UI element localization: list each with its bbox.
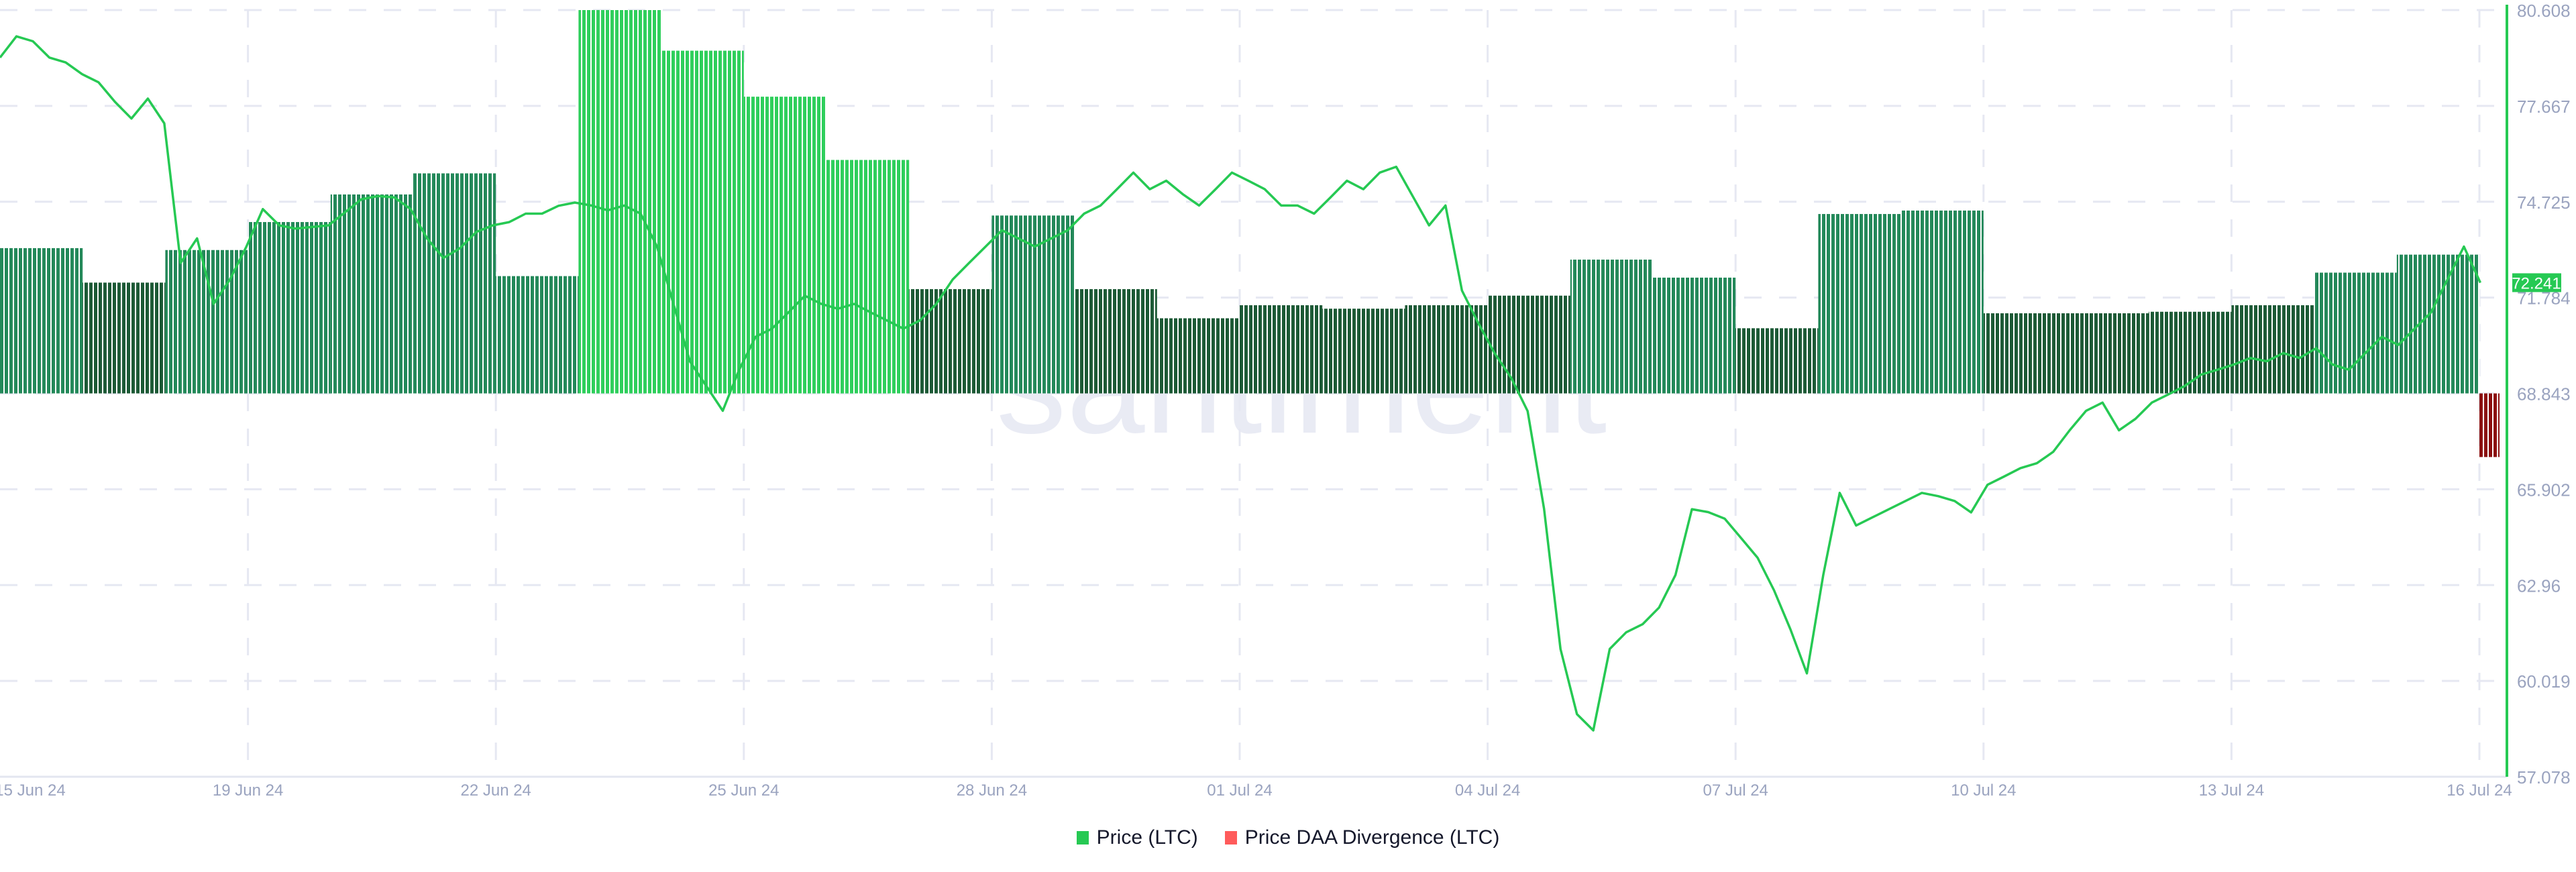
divergence-bar bbox=[2479, 393, 2500, 457]
legend-item-divergence[interactable]: Price DAA Divergence (LTC) bbox=[1224, 826, 1500, 849]
divergence-bar bbox=[1322, 309, 1405, 394]
y-tick-label: 68.843 bbox=[2517, 384, 2571, 404]
x-tick-label: 15 Jun 24 bbox=[0, 781, 66, 800]
grid bbox=[0, 9, 2507, 778]
divergence-bar bbox=[0, 248, 83, 394]
divergence-bars bbox=[0, 10, 2500, 457]
divergence-bar bbox=[1735, 328, 1819, 394]
x-tick-label: 22 Jun 24 bbox=[460, 781, 531, 800]
divergence-bar bbox=[743, 97, 826, 394]
divergence-bar bbox=[1570, 260, 1653, 394]
divergence-bar bbox=[1818, 214, 1901, 394]
x-tick-label: 25 Jun 24 bbox=[708, 781, 779, 800]
divergence-bar bbox=[2314, 272, 2397, 394]
divergence-bar bbox=[83, 282, 166, 394]
divergence-bar bbox=[1983, 313, 2066, 394]
divergence-bar bbox=[909, 289, 992, 394]
axes: 80.60877.66774.72571.78468.84365.90262.9… bbox=[0, 1, 2571, 800]
divergence-bar bbox=[661, 50, 744, 394]
divergence-bar bbox=[330, 194, 413, 394]
x-tick-label: 04 Jul 24 bbox=[1455, 781, 1520, 800]
divergence-bar bbox=[1900, 210, 1984, 394]
x-tick-label: 19 Jun 24 bbox=[213, 781, 283, 800]
divergence-bar bbox=[2396, 254, 2479, 394]
price-line-layer bbox=[0, 35, 2481, 732]
x-tick-label: 13 Jul 24 bbox=[2199, 781, 2264, 800]
y-tick-label: 65.902 bbox=[2517, 480, 2571, 500]
divergence-bar bbox=[1487, 295, 1570, 394]
divergence-bar bbox=[578, 10, 661, 394]
divergence-bar bbox=[496, 276, 579, 394]
y-tick-label: 57.078 bbox=[2517, 767, 2571, 787]
x-tick-label: 10 Jul 24 bbox=[1951, 781, 2016, 800]
price-line bbox=[0, 35, 2481, 732]
divergence-bar bbox=[248, 222, 331, 394]
x-tick-label: 07 Jul 24 bbox=[1703, 781, 1768, 800]
divergence-bar bbox=[1653, 277, 1736, 394]
legend-item-price[interactable]: Price (LTC) bbox=[1076, 826, 1198, 849]
divergence-bar bbox=[991, 215, 1075, 394]
x-tick-label: 28 Jun 24 bbox=[957, 781, 1027, 800]
divergence-bar bbox=[1405, 305, 1488, 394]
divergence-bar bbox=[2149, 311, 2232, 394]
y-tick-label: 80.608 bbox=[2517, 1, 2571, 21]
divergence-bar bbox=[1074, 289, 1157, 394]
legend-label-price: Price (LTC) bbox=[1096, 826, 1198, 849]
divergence-bar bbox=[1157, 318, 1240, 394]
divergence-bar bbox=[165, 250, 248, 394]
x-tick-label: 16 Jul 24 bbox=[2447, 781, 2512, 800]
legend: Price (LTC) Price DAA Divergence (LTC) bbox=[0, 826, 2576, 849]
legend-label-divergence: Price DAA Divergence (LTC) bbox=[1244, 826, 1500, 849]
current-price-tag bbox=[2512, 273, 2561, 292]
divergence-bar bbox=[2231, 305, 2314, 394]
y-tick-label: 77.667 bbox=[2517, 97, 2571, 117]
x-tick-label: 01 Jul 24 bbox=[1207, 781, 1272, 800]
divergence-bar bbox=[2066, 313, 2149, 394]
divergence-bar bbox=[826, 160, 910, 394]
legend-swatch-price bbox=[1076, 831, 1089, 844]
y-tick-label: 74.725 bbox=[2517, 193, 2571, 213]
legend-swatch-divergence bbox=[1224, 831, 1237, 844]
y-tick-label: 62.96 bbox=[2517, 576, 2561, 596]
divergence-bar bbox=[1240, 305, 1323, 394]
divergence-bar bbox=[413, 173, 496, 394]
current-price-label: 72.241 bbox=[2512, 274, 2561, 292]
y-tick-label: 60.019 bbox=[2517, 671, 2571, 692]
